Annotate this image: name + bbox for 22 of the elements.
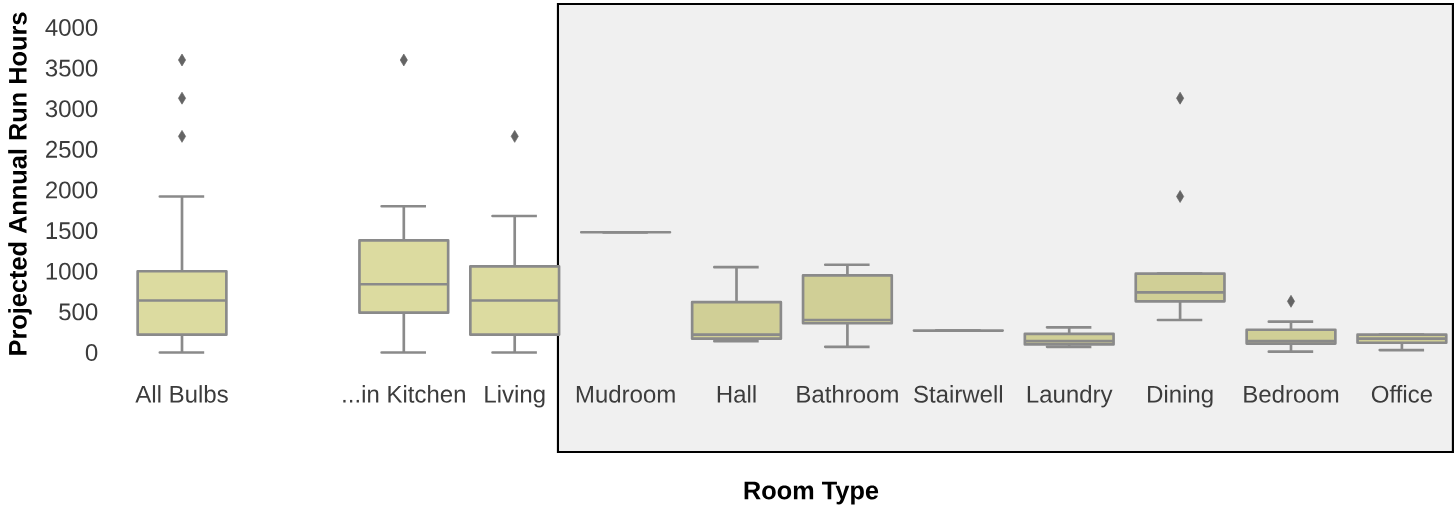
y-tick-label: 500 xyxy=(59,303,98,321)
x-tick-label: Office xyxy=(1371,385,1432,403)
x-tick-label: Dining xyxy=(1148,385,1213,408)
x-tick-label: Mudroom xyxy=(576,385,675,403)
x-axis-title: Room Type xyxy=(744,481,879,505)
x-tick-label: Stairwell xyxy=(914,385,1003,403)
x-tick-label: Hall xyxy=(717,385,756,403)
x-tick-label: Living xyxy=(485,385,545,408)
y-tick-label: 3000 xyxy=(45,100,98,118)
x-tick-label: Bathroom xyxy=(797,385,898,403)
y-tick-label: 1000 xyxy=(46,262,98,280)
y-tick-label: 1500 xyxy=(46,222,98,240)
x-tick-label: Bedroom xyxy=(1244,385,1339,403)
x-tick-label: ...in Kitchen xyxy=(343,385,465,403)
y-tick-label: 3500 xyxy=(45,59,98,77)
x-tick-label: Laundry xyxy=(1027,385,1113,408)
y-tick-label: 0 xyxy=(85,343,98,361)
y-tick-label: 2000 xyxy=(46,181,98,199)
x-tick-label: All Bulbs xyxy=(135,385,228,403)
y-axis-title: Projected Annual Run Hours xyxy=(8,12,32,355)
y-tick-label: 4000 xyxy=(45,18,98,36)
y-tick-label: 2500 xyxy=(46,140,98,158)
